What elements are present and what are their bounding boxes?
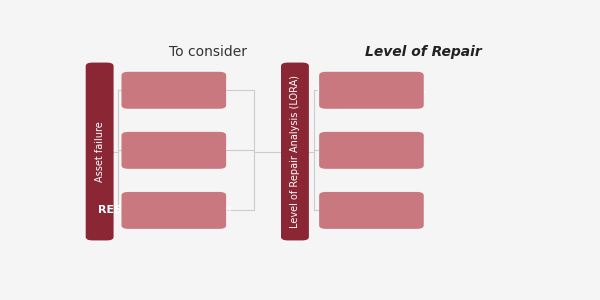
FancyBboxPatch shape: [121, 72, 226, 109]
Text: INTERMEDIATE: INTERMEDIATE: [325, 145, 418, 155]
Text: IMPACT: IMPACT: [126, 145, 173, 155]
Text: of repair: of repair: [175, 85, 226, 95]
FancyBboxPatch shape: [121, 132, 226, 169]
Text: To consider: To consider: [169, 45, 247, 59]
FancyBboxPatch shape: [281, 63, 309, 240]
Text: to  repair: to repair: [175, 206, 233, 215]
Text: Level of Repair: Level of Repair: [365, 45, 482, 59]
FancyBboxPatch shape: [86, 63, 113, 240]
Text: of failure: of failure: [175, 145, 228, 155]
FancyBboxPatch shape: [319, 72, 424, 109]
Text: DEPOT: DEPOT: [350, 206, 392, 215]
Text: COST: COST: [140, 85, 173, 95]
Text: ORGANIZATIONAL: ORGANIZATIONAL: [316, 85, 427, 95]
Text: Level of Repair Analysis (LORA): Level of Repair Analysis (LORA): [290, 75, 300, 228]
FancyBboxPatch shape: [319, 132, 424, 169]
Text: RESOURCES: RESOURCES: [98, 206, 173, 215]
Text: Asset failure: Asset failure: [95, 121, 104, 182]
FancyBboxPatch shape: [121, 192, 226, 229]
FancyBboxPatch shape: [319, 192, 424, 229]
